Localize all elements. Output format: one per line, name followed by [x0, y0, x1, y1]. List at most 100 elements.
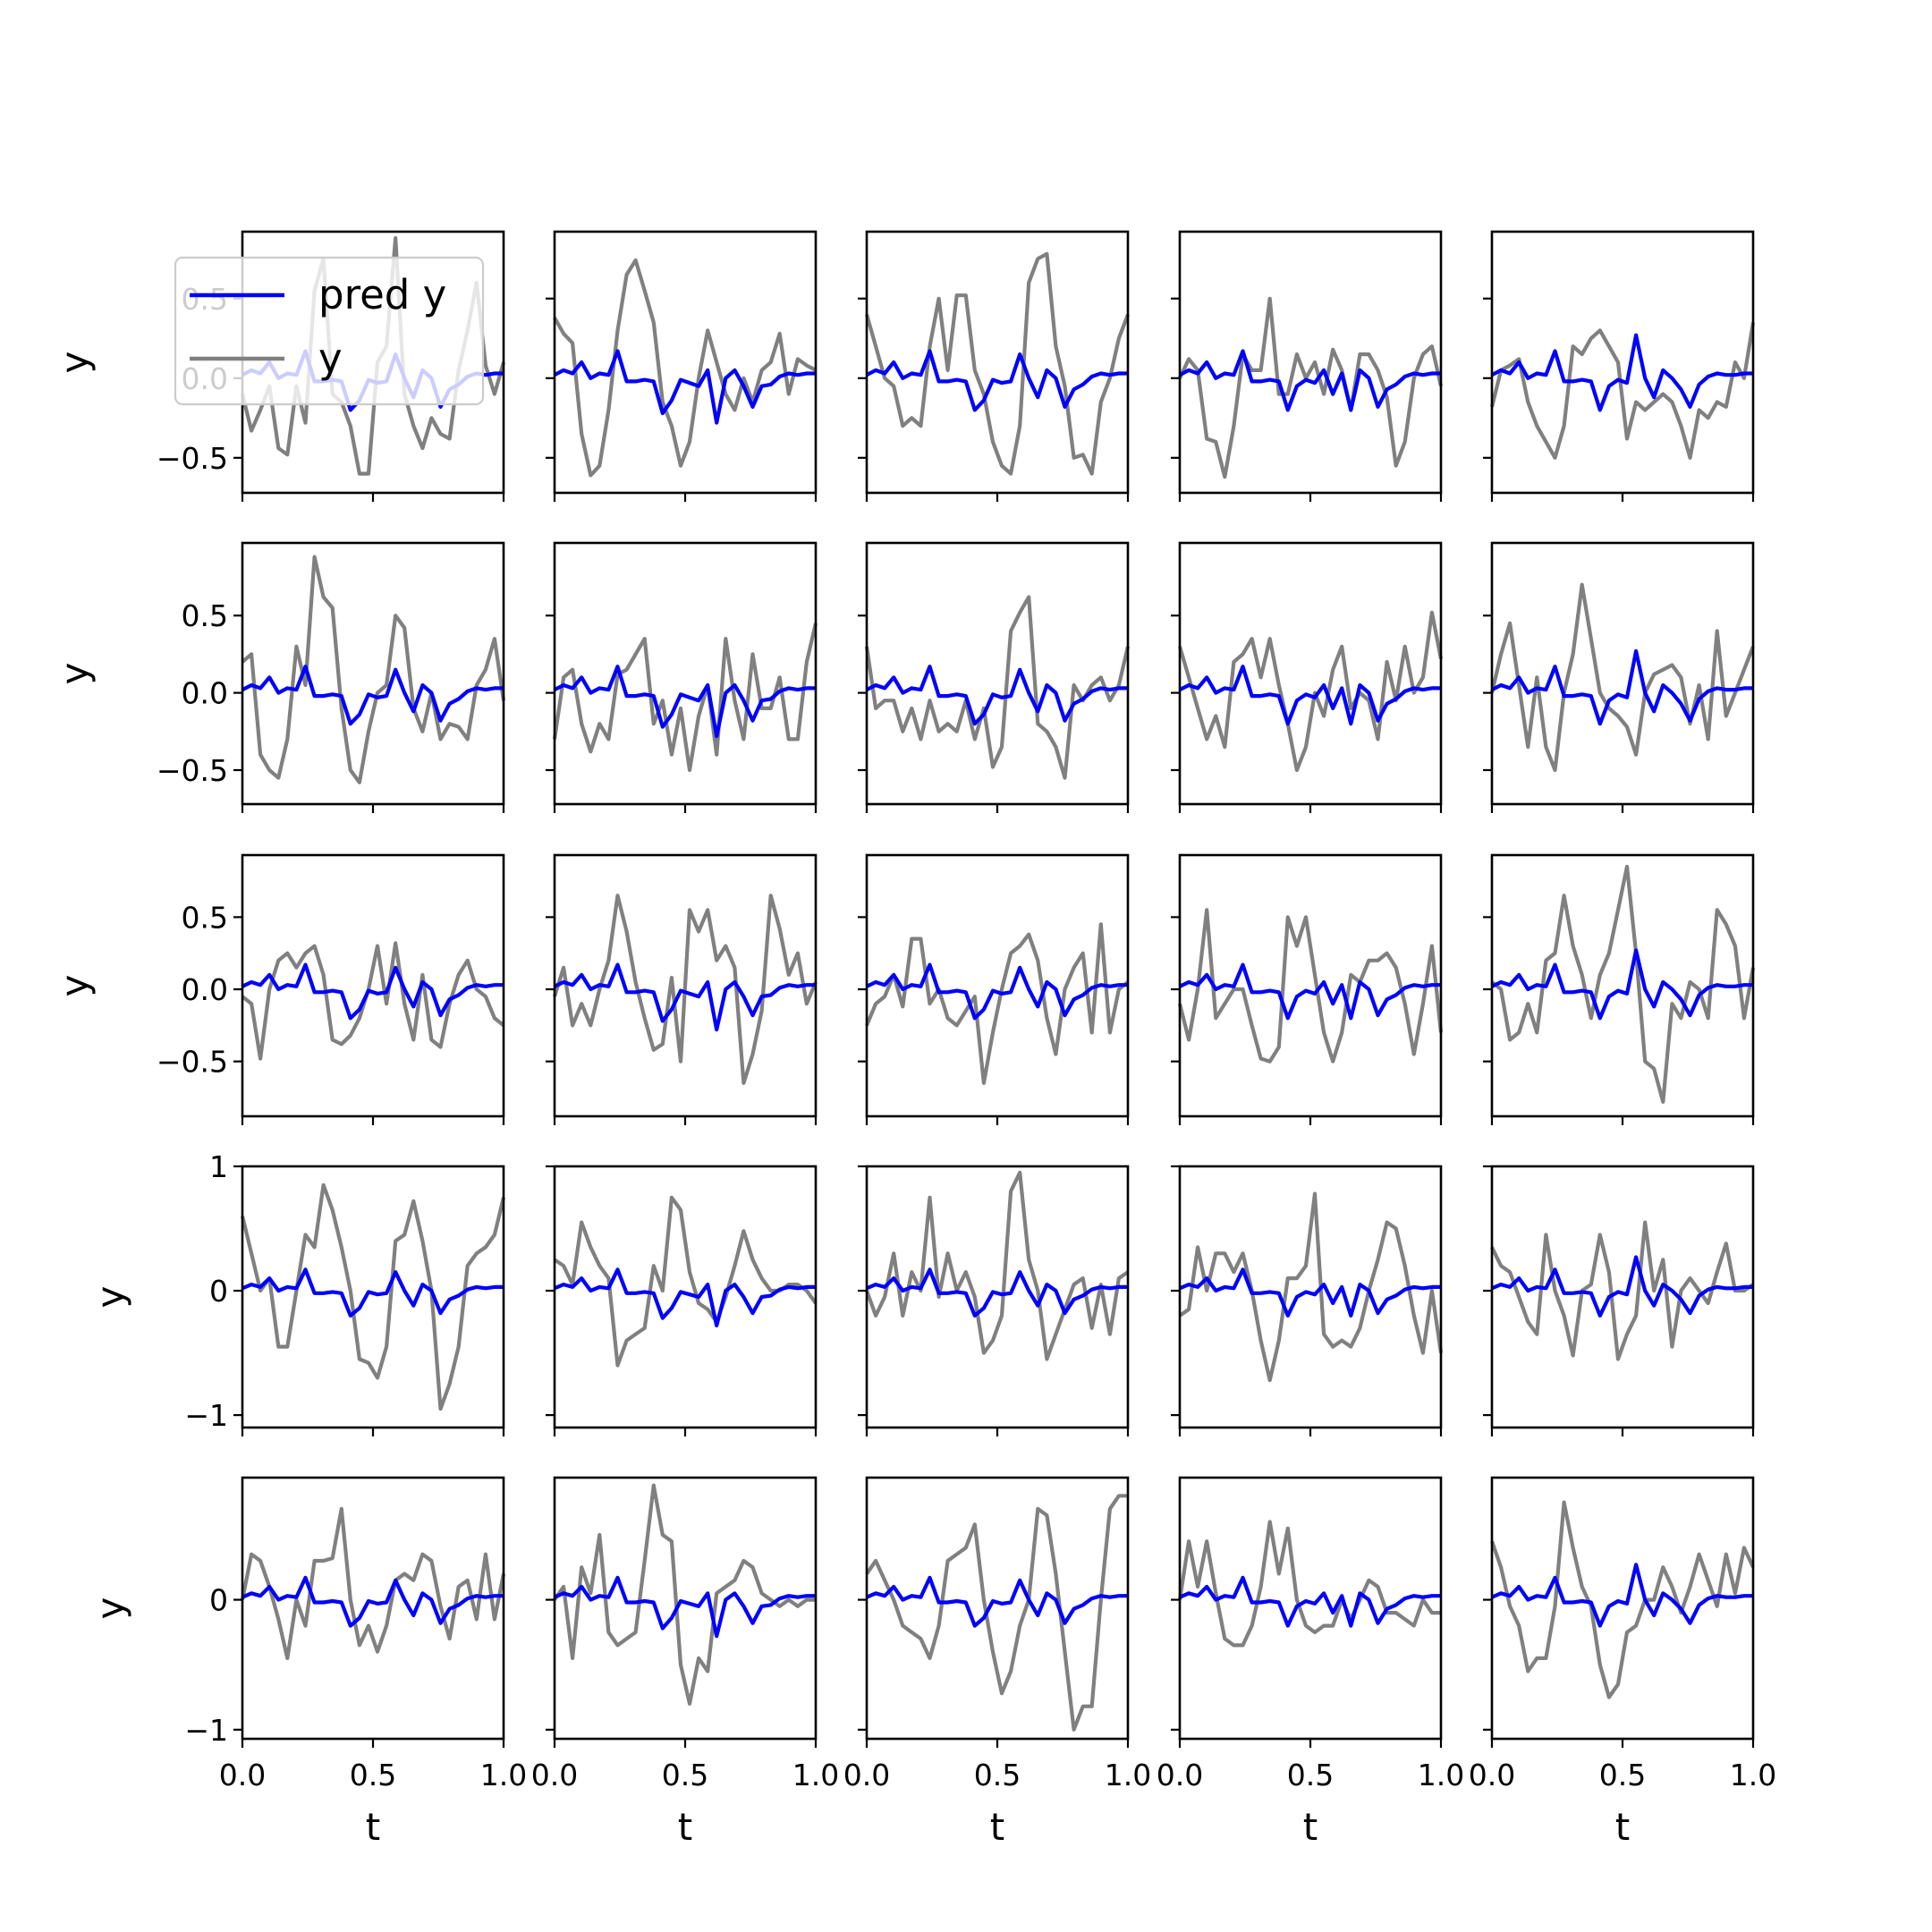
- subplot-r5-c2: 0.0 0.5 1.0 t: [531, 1476, 839, 1849]
- subplot-r5-c3: 0.0 0.5 1.0 t: [843, 1476, 1151, 1849]
- series-pred-y-line: [866, 1267, 1128, 1318]
- y-tick-label: 0.5: [182, 900, 228, 935]
- legend-label-true: y: [318, 335, 343, 382]
- series-pred-y-line: [866, 962, 1128, 1021]
- series-y-line: [1489, 582, 1755, 773]
- subplot-r1-c5: [1483, 230, 1756, 502]
- series-pred-y-line: [554, 1267, 816, 1328]
- axes-frame: [1490, 1476, 1755, 1741]
- x-tick-label: 0.0: [1157, 1758, 1203, 1792]
- axes-frame: [1490, 230, 1755, 495]
- subplot-r4-c4: [1171, 1165, 1444, 1436]
- y-tick-label: 0.0: [182, 676, 228, 711]
- series-y-line: [1490, 864, 1756, 1105]
- subplot-r5-c5: 0.0 0.5 1.0 t: [1469, 1476, 1776, 1849]
- y-tick-label: 0.5: [182, 598, 228, 633]
- subplot-r3-c4: [1171, 853, 1444, 1125]
- series-y-line: [1177, 1520, 1441, 1648]
- series-y-line: [240, 1506, 506, 1661]
- x-tick-label: 1.0: [1418, 1758, 1464, 1792]
- x-tick-label: 0.0: [531, 1758, 578, 1792]
- series-pred-y-line: [1179, 962, 1441, 1021]
- series-pred-y-line: [1491, 948, 1753, 1021]
- y-tick-label: −0.5: [157, 1045, 228, 1080]
- series-y-line: [553, 258, 817, 478]
- subplot-r5-c1: −1 0 0.0 0.5 1.0 t y: [89, 1476, 527, 1849]
- series-y-line: [865, 922, 1130, 1086]
- legend-label-pred: pred y: [318, 271, 446, 318]
- axes-frame: [1178, 1165, 1443, 1429]
- series-pred-y-line: [554, 349, 816, 425]
- series-pred-y-line: [1179, 1267, 1441, 1318]
- axes-frame: [865, 541, 1130, 806]
- series-y-line: [1490, 1500, 1755, 1699]
- series-pred-y-line: [1491, 1563, 1753, 1628]
- subplot-r2-c5: [1483, 541, 1755, 813]
- subplot-r3-c2: [546, 853, 818, 1125]
- y-axis-label: y: [53, 975, 97, 997]
- y-axis-label: y: [89, 1286, 132, 1309]
- series-y-line: [553, 1483, 816, 1706]
- subplot-panels: −0.50.00.5y−0.50.00.5y−0.50.00.5y−101y−1…: [53, 230, 1776, 1849]
- subplot-r4-c5: [1483, 1165, 1755, 1436]
- y-tick-label: −1: [184, 1713, 228, 1748]
- series-y-line: [1490, 1220, 1755, 1361]
- subplot-r5-c4: 0.0 0.5 1.0 t: [1157, 1476, 1464, 1849]
- series-pred-y-line: [866, 1575, 1128, 1628]
- series-pred-y-line: [554, 665, 816, 739]
- y-tick-label: 0: [209, 1274, 228, 1309]
- series-pred-y-line: [242, 1267, 504, 1318]
- subplot-r3-c5: [1483, 853, 1756, 1125]
- x-tick-label: 0.0: [219, 1758, 266, 1792]
- series-pred-y-line: [1491, 648, 1753, 726]
- series-y-line: [241, 941, 505, 1061]
- series-y-line: [552, 623, 818, 773]
- subplot-r4-c2: [546, 1165, 818, 1436]
- y-axis-label: y: [53, 352, 97, 374]
- x-tick-label: 1.0: [1105, 1758, 1151, 1792]
- x-tick-label: 0.5: [1599, 1758, 1646, 1792]
- series-pred-y-line: [554, 962, 816, 1032]
- series-pred-y-line: [1179, 349, 1441, 412]
- series-pred-y-line: [242, 665, 504, 726]
- y-axis-label: y: [53, 663, 97, 685]
- x-tick-label: 0.0: [1469, 1758, 1515, 1792]
- axes-frame: [1490, 1165, 1755, 1429]
- x-axis-label: t: [366, 1805, 380, 1849]
- series-y-line: [552, 894, 818, 1086]
- subplot-r4-c3: [858, 1165, 1130, 1436]
- series-pred-y-line: [866, 665, 1128, 726]
- axes-frame: [865, 1476, 1130, 1741]
- subplot-r3-c1: −0.5 0.0 0.5 y: [53, 853, 505, 1125]
- series-y-line: [241, 555, 506, 784]
- series-y-line: [865, 1170, 1130, 1361]
- x-tick-label: 0.5: [350, 1758, 396, 1792]
- series-y-line: [1177, 610, 1444, 773]
- series-y-line: [865, 1494, 1128, 1732]
- y-axis-label: y: [89, 1597, 132, 1620]
- x-tick-label: 0.5: [1287, 1758, 1334, 1792]
- subplot-r2-c3: [858, 541, 1131, 813]
- subplot-r3-c3: [858, 853, 1130, 1125]
- x-tick-label: 0.0: [843, 1758, 890, 1792]
- y-tick-label: −0.5: [157, 753, 228, 788]
- series-pred-y-line: [554, 1575, 816, 1639]
- subplot-r2-c1: −0.5 0.0 0.5 y: [53, 541, 506, 813]
- x-axis-label: t: [990, 1805, 1004, 1849]
- axes-frame: [553, 1476, 818, 1741]
- x-tick-label: 1.0: [1730, 1758, 1776, 1792]
- y-tick-label: 0.0: [182, 972, 228, 1007]
- x-tick-label: 1.0: [792, 1758, 839, 1792]
- y-tick-label: 0: [209, 1583, 228, 1618]
- series-y-line: [553, 1195, 818, 1368]
- axes-frame: [241, 1476, 505, 1741]
- subplot-r2-c2: [546, 541, 818, 813]
- x-tick-label: 0.5: [662, 1758, 708, 1792]
- subplot-r1-c2: [546, 230, 818, 502]
- legend: pred y y: [174, 256, 485, 406]
- x-axis-label: t: [1303, 1805, 1318, 1849]
- y-tick-label: −0.5: [157, 441, 228, 476]
- series-y-line: [1177, 908, 1444, 1063]
- series-pred-y-line: [242, 962, 504, 1021]
